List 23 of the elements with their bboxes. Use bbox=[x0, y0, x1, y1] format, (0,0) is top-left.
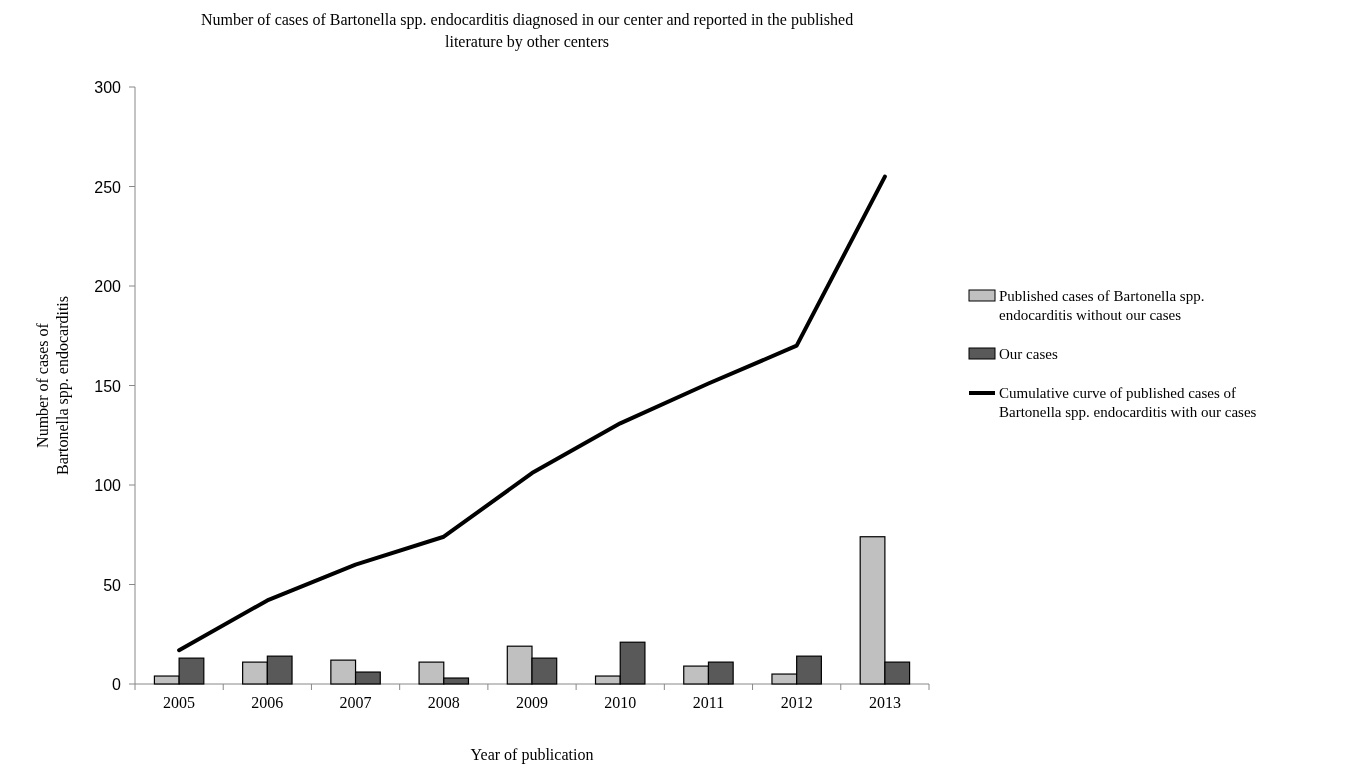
x-axis-title: Year of publication bbox=[470, 746, 594, 764]
x-tick-label: 2013 bbox=[868, 694, 901, 711]
legend-label: Published cases of Bartonella spp. endocarditis without our cases bbox=[999, 288, 1205, 323]
x-tick-label: 2006 bbox=[251, 694, 284, 711]
x-tick-label: 2005 bbox=[163, 694, 196, 711]
y-tick-label: 150 bbox=[94, 377, 122, 395]
x-tick-label: 2008 bbox=[427, 694, 460, 711]
x-tick-label: 2011 bbox=[692, 694, 725, 711]
legend-label: Our cases bbox=[999, 346, 1058, 362]
y-tick-label: 200 bbox=[94, 278, 122, 295]
y-tick-label: 0 bbox=[112, 676, 122, 693]
line-series bbox=[177, 174, 887, 653]
legend-label: Cumulative curve of published cases of Bartonella spp. endocarditis with our cases bbox=[999, 385, 1257, 420]
y-axis-title: Number of cases of Bartonella spp. endocarditis bbox=[34, 295, 72, 476]
y-tick-label: 100 bbox=[94, 477, 122, 494]
y-tick-label: 250 bbox=[94, 178, 122, 196]
x-tick-label: 2009 bbox=[516, 694, 548, 711]
y-tick-label: 50 bbox=[103, 576, 122, 594]
y-tick-label: 300 bbox=[94, 79, 122, 96]
x-tick-label: 2007 bbox=[339, 694, 372, 711]
x-tick-label: 2012 bbox=[780, 694, 813, 711]
chart-title: Number of cases of Bartonella spp. endocarditis diagnosed in our center and reported in the published literature by other centers bbox=[200, 11, 854, 51]
x-tick-label: 2010 bbox=[604, 694, 637, 711]
